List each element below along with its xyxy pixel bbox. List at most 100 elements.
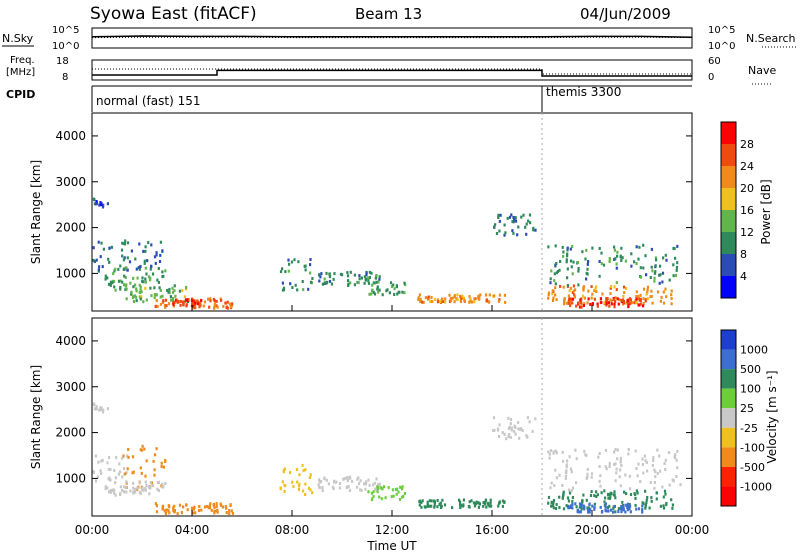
power-cell (373, 292, 377, 296)
power-cell (436, 298, 439, 302)
power-cell (504, 231, 507, 235)
velocity-cell (593, 502, 596, 506)
velocity-cell (375, 477, 378, 481)
power-cell (318, 273, 321, 277)
velocity-cell (119, 485, 122, 489)
velocity-cell (206, 505, 209, 508)
power-cell (302, 288, 305, 292)
velocity-cell (119, 492, 122, 496)
power-cell (568, 301, 571, 305)
velocity-cell (433, 505, 436, 509)
velocity-cell (157, 480, 160, 484)
velocity-cell (619, 456, 622, 460)
velocity-cell (489, 498, 492, 502)
power-cell (625, 287, 628, 291)
velocity-cell (398, 497, 402, 501)
velocity-cell (104, 487, 107, 491)
velocity-cell (608, 492, 611, 496)
velocity-cell (484, 500, 487, 504)
velocity-cell (608, 465, 611, 468)
velocity-cell (153, 468, 156, 472)
power-cell (357, 281, 360, 285)
velocity-cell (428, 499, 431, 503)
velocity-cell (586, 472, 589, 476)
velocity-cell (525, 434, 528, 438)
velocity-cell (565, 465, 568, 469)
velocity-cell (671, 503, 674, 507)
power-cell (448, 293, 451, 297)
velocity-cell (289, 471, 292, 475)
velocity-cell (562, 490, 565, 494)
velocity-cell (509, 435, 512, 439)
power-cell (167, 290, 170, 294)
velocity-cell (279, 486, 282, 490)
power-cell (498, 229, 501, 233)
velocity-cell (580, 507, 583, 511)
velocity-cell (430, 499, 433, 503)
velocity-cell (629, 510, 632, 514)
power-cell (114, 288, 117, 292)
velocity-cell (492, 416, 496, 420)
time-tick-label: 16:00 (475, 523, 510, 537)
velocity-cell (372, 495, 375, 498)
noise-panel: N.Sky 10^5 10^0 10^5 10^0 N.Search (2, 25, 797, 52)
power-cell (119, 264, 122, 268)
cpid-strip: CPID normal (fast) 151 themis 3300 (6, 85, 692, 112)
freq-tick-low: 8 (62, 72, 68, 83)
velocity-cell (639, 480, 642, 483)
velocity-cell (668, 451, 671, 455)
velocity-cell (488, 504, 491, 508)
power-cell (494, 223, 497, 227)
power-cell (577, 301, 580, 305)
velocity-cell (155, 510, 159, 514)
velocity-cell (517, 421, 520, 425)
power-cell (585, 277, 588, 281)
velocity-cell (194, 511, 197, 515)
velocity-cell (624, 510, 627, 514)
velocity-cell (655, 491, 658, 495)
velocity-cell (604, 448, 608, 452)
power-cell (498, 293, 501, 297)
velocity-cell (401, 487, 404, 491)
power-cell (527, 219, 530, 223)
velocity-cell (571, 503, 574, 506)
velocity-cell (555, 451, 558, 455)
power-cell (123, 274, 126, 278)
power-cell (119, 279, 122, 283)
velocity-cell (589, 507, 592, 511)
velocity-cell (649, 481, 652, 484)
power-cell (630, 252, 633, 256)
velocity-cell (598, 465, 601, 468)
velocity-cell (531, 429, 534, 433)
power-cell (309, 258, 312, 261)
velocity-cell (345, 476, 348, 480)
velocity-cell (653, 481, 656, 484)
velocity-cell (302, 469, 305, 472)
power-cell (226, 300, 229, 304)
power-cell (94, 202, 97, 206)
power-cell (288, 262, 291, 266)
velocity-cell (653, 468, 656, 472)
velocity-cell (308, 476, 311, 479)
velocity-cell (569, 467, 573, 471)
velocity-cell (459, 503, 462, 507)
power-cell (146, 259, 149, 263)
power-cell (376, 285, 379, 289)
power-cell (107, 257, 110, 261)
power-cell (142, 280, 145, 284)
velocity-cell (132, 486, 135, 490)
power-cell (577, 283, 580, 287)
velocity-cell (612, 507, 615, 511)
power-cell (215, 299, 218, 303)
power-colorbar-tick: 20 (740, 182, 754, 195)
velocity-cell (127, 455, 130, 459)
velocity-cell (585, 476, 588, 480)
power-cell (601, 292, 604, 296)
power-cell (368, 292, 371, 296)
velocity-cell (359, 479, 362, 483)
power-cell (153, 255, 157, 259)
noise-panel-frame (91, 27, 693, 49)
velocity-cell (654, 470, 657, 474)
velocity-cell (168, 511, 171, 515)
power-cell (525, 232, 528, 236)
